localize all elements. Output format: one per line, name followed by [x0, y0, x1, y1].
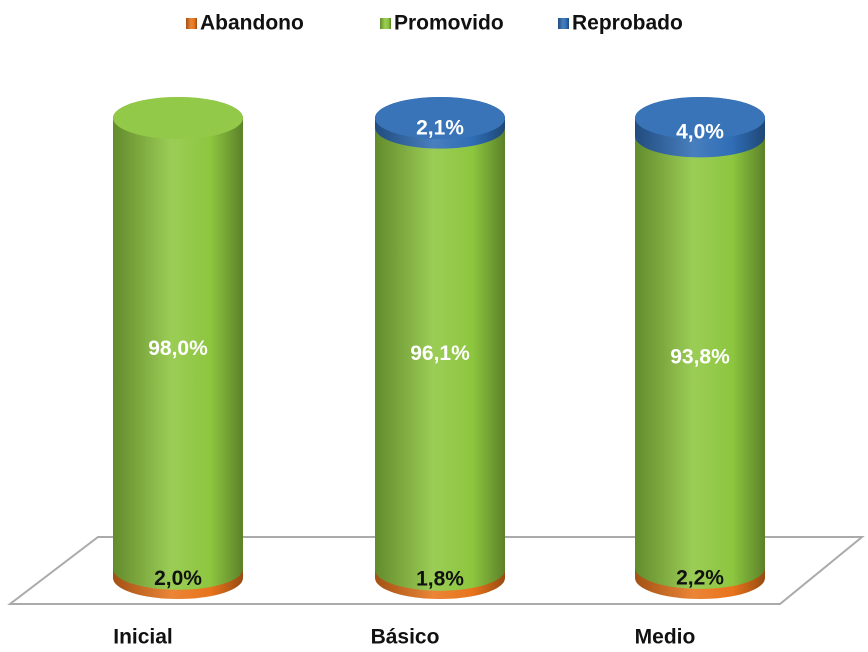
cylinder-top	[113, 97, 243, 139]
value-label: 96,1%	[410, 342, 470, 365]
x-tick-label: Medio	[635, 626, 696, 649]
value-label: 4,0%	[676, 121, 724, 144]
legend-swatch	[186, 18, 197, 29]
cylinder-segment	[375, 106, 505, 591]
value-label: 98,0%	[148, 337, 208, 360]
cylinder-segment	[113, 97, 243, 590]
legend-swatch	[558, 18, 569, 29]
value-label: 1,8%	[416, 567, 464, 590]
legend-swatch	[380, 18, 391, 29]
value-label: 93,8%	[670, 346, 730, 369]
cylinder-segment	[635, 115, 765, 589]
x-tick-label: Básico	[371, 626, 440, 649]
legend-label: Reprobado	[572, 12, 683, 35]
value-label: 2,1%	[416, 116, 464, 139]
value-label: 2,2%	[676, 566, 724, 589]
cylinder-top	[375, 97, 505, 139]
value-label: 2,0%	[154, 567, 202, 590]
legend-label: Abandono	[200, 12, 304, 35]
x-tick-label: Inicial	[113, 626, 173, 649]
cylinder-top	[635, 97, 765, 139]
legend-label: Promovido	[394, 12, 504, 35]
